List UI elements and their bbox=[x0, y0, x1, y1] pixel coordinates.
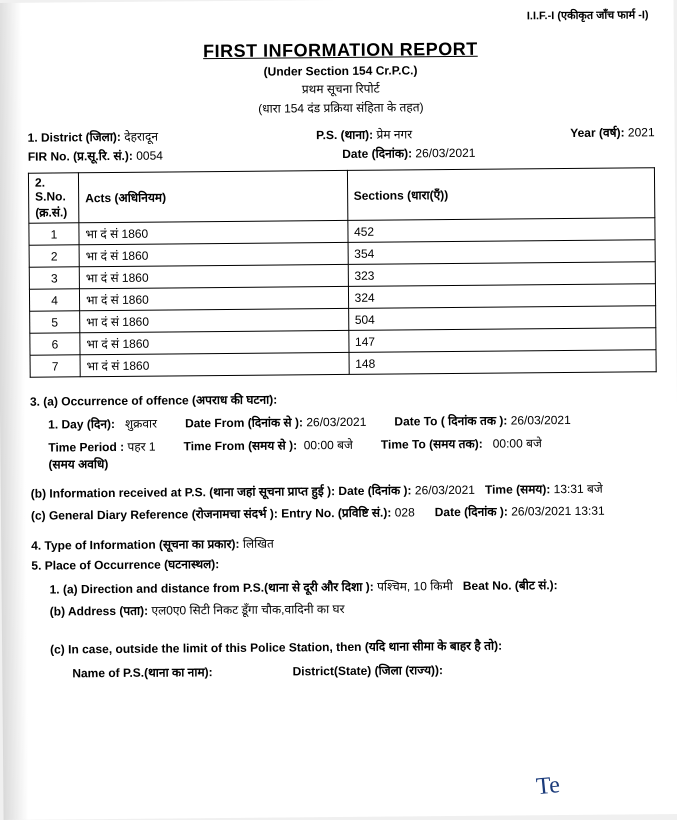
occurrence-time-row: Time Period : पहर 1 (समय अवधि) Time From… bbox=[48, 433, 657, 472]
info-b-date-v: 26/03/2021 bbox=[415, 483, 475, 498]
type4-label: 4. Type of Information (सूचना का प्रकार)… bbox=[31, 537, 239, 553]
diststate-label: District(State) (जिला (राज्य)): bbox=[292, 661, 443, 680]
cell-sno: 7 bbox=[30, 355, 80, 377]
date-value: 26/03/2021 bbox=[415, 146, 475, 161]
timefrom-value: 00:00 बजे bbox=[304, 438, 353, 452]
ps-value: प्रेम नगर bbox=[376, 127, 412, 141]
info-b-time-v: 13:31 बजे bbox=[554, 482, 603, 496]
cell-act: भा दं सं 1860 bbox=[80, 352, 349, 376]
cell-act: भा दं सं 1860 bbox=[80, 330, 349, 354]
cell-section: 354 bbox=[348, 240, 656, 265]
col-sno-text: S.No. (क्र.सं.) bbox=[35, 189, 67, 219]
outside-label: (c) In case, outside the limit of this P… bbox=[50, 639, 502, 657]
outside-row: (c) In case, outside the limit of this P… bbox=[50, 635, 659, 658]
cell-act: भा दं सं 1860 bbox=[79, 220, 348, 244]
cell-section: 323 bbox=[348, 262, 656, 287]
fir-document-page: I.I.F.-I (एकीकृत जाँच फार्म -I) FIRST IN… bbox=[0, 0, 677, 820]
info-c-entry-v: 028 bbox=[395, 505, 415, 519]
cell-sno: 4 bbox=[29, 289, 79, 311]
addr-value: एल0ए0 सिटी निकट डूँगा चौक,वादिनी का घर bbox=[151, 602, 344, 618]
acts-header-row: 2. S.No. (क्र.सं.) Acts (अधिनियम) Sectio… bbox=[28, 168, 654, 223]
meta-row-2: FIR No. (प्र.सू.रि. सं.): 0054 Date (दिन… bbox=[28, 142, 655, 164]
fir-label: FIR No. (प्र.सू.रि. सं.): bbox=[28, 149, 133, 164]
info-b-date-l: Date (दिनांक ): bbox=[338, 483, 411, 498]
cell-section: 147 bbox=[348, 328, 656, 353]
type4-value: लिखित bbox=[243, 537, 274, 551]
year-value: 2021 bbox=[628, 125, 655, 139]
iif-label: I.I.F.-I (एकीकृत जाँच फार्म -I) bbox=[27, 7, 654, 27]
direction-row: 1. (a) Direction and distance from P.S.(… bbox=[49, 575, 658, 598]
timefrom-label: Time From (समय से ): bbox=[184, 438, 298, 453]
beat-label: Beat No. (बीट सं.): bbox=[463, 578, 558, 593]
col-sections: Sections (धारा(एँ)) bbox=[347, 168, 655, 221]
title-block: FIRST INFORMATION REPORT (Under Section … bbox=[27, 37, 655, 118]
dir-label: 1. (a) Direction and distance from P.S.(… bbox=[50, 580, 374, 597]
occurrence-header: 3. (a) Occurrence of offence (अपराध की घ… bbox=[30, 387, 657, 409]
day-value: शुक्रवार bbox=[125, 417, 157, 431]
main-title: FIRST INFORMATION REPORT bbox=[27, 37, 654, 63]
place-occurrence: 5. Place of Occurrence (घटनास्थल): bbox=[31, 551, 658, 574]
occurrence-block: 3. (a) Occurrence of offence (अपराध की घ… bbox=[30, 387, 658, 472]
ps-label: P.S. (थाना): bbox=[316, 128, 373, 142]
cell-sno: 5 bbox=[30, 311, 80, 333]
cell-sno: 2 bbox=[29, 245, 79, 267]
cell-act: भा दं सं 1860 bbox=[79, 286, 348, 310]
page-shadow bbox=[0, 3, 29, 820]
info-c-label: (c) General Diary Reference (रोजनामचा सं… bbox=[31, 507, 278, 523]
signature: Te bbox=[535, 772, 561, 801]
cell-act: भा दं सं 1860 bbox=[79, 242, 348, 266]
outside-details: Name of P.S.(थाना का नाम): District(Stat… bbox=[72, 659, 659, 682]
datefrom-value: 26/03/2021 bbox=[306, 415, 366, 430]
table-row: 7भा दं सं 1860148 bbox=[30, 350, 656, 377]
acts-section: 2. S.No. (क्र.सं.) Acts (अधिनियम) Sectio… bbox=[28, 167, 657, 377]
acts-table: 2. S.No. (क्र.सं.) Acts (अधिनियम) Sectio… bbox=[28, 167, 657, 377]
col-acts: Acts (अधिनियम) bbox=[78, 170, 347, 222]
address-row: (b) Address (पता): एल0ए0 सिटी निकट डूँगा… bbox=[50, 597, 659, 620]
date-label: Date (दिनांक): bbox=[342, 146, 412, 161]
hindi-subtitle-2: (धारा 154 दंड प्रक्रिया संहिता के तहत) bbox=[27, 96, 654, 118]
timeto-label: Time To (समय तक): bbox=[381, 437, 483, 452]
fir-value: 0054 bbox=[136, 149, 163, 163]
dir-value: पश्चिम, 10 किमी bbox=[377, 579, 453, 594]
info-received-b: (b) Information received at P.S. (थाना ज… bbox=[31, 479, 658, 502]
timeto-value: 00:00 बजे bbox=[493, 436, 542, 450]
addr-label: (b) Address (पता): bbox=[50, 604, 148, 619]
timeperiod-value: पहर 1 bbox=[127, 440, 155, 454]
cell-act: भा दं सं 1860 bbox=[79, 264, 348, 288]
cell-act: भा दं सं 1860 bbox=[80, 308, 349, 332]
info-c-entry-l: Entry No. (प्रविष्टि सं.): bbox=[281, 506, 391, 521]
col-sno: 2. S.No. (क्र.सं.) bbox=[28, 173, 78, 223]
day-label: 1. Day (दिन): bbox=[48, 417, 115, 432]
cell-section: 324 bbox=[348, 284, 656, 309]
cell-section: 452 bbox=[347, 218, 655, 243]
info-c-date-l: Date (दिनांक ): bbox=[435, 505, 508, 520]
dateto-label: Date To ( दिनांक तक ): bbox=[394, 414, 507, 429]
type5-label: 5. Place of Occurrence (घटनास्थल): bbox=[31, 557, 219, 573]
cell-section: 504 bbox=[348, 306, 656, 331]
datefrom-label: Date From (दिनांक से ): bbox=[185, 415, 303, 430]
info-b-time-l: Time (समय): bbox=[485, 482, 550, 497]
year-label: Year (वर्ष): bbox=[570, 125, 624, 139]
info-c-date-v: 26/03/2021 13:31 bbox=[511, 504, 605, 519]
sec-no: 2. bbox=[35, 176, 45, 190]
timeperiod-label: Time Period : bbox=[48, 440, 124, 455]
nameps-label: Name of P.S.(थाना का नाम): bbox=[72, 663, 212, 682]
district-label: 1. District (जिला): bbox=[28, 130, 121, 145]
occurrence-day-row: 1. Day (दिन): शुक्रवार Date From (दिनांक… bbox=[48, 410, 657, 432]
info-received-c: (c) General Diary Reference (रोजनामचा सं… bbox=[31, 501, 658, 524]
cell-sno: 3 bbox=[29, 267, 79, 289]
dateto-value: 26/03/2021 bbox=[511, 413, 571, 428]
cell-section: 148 bbox=[349, 350, 657, 375]
cell-sno: 6 bbox=[30, 333, 80, 355]
district-value: देहरादून bbox=[124, 130, 158, 144]
cell-sno: 1 bbox=[29, 223, 79, 245]
info-b-label: (b) Information received at P.S. (थाना ज… bbox=[31, 484, 335, 501]
timeperiod-sub: (समय अवधि) bbox=[48, 457, 108, 472]
